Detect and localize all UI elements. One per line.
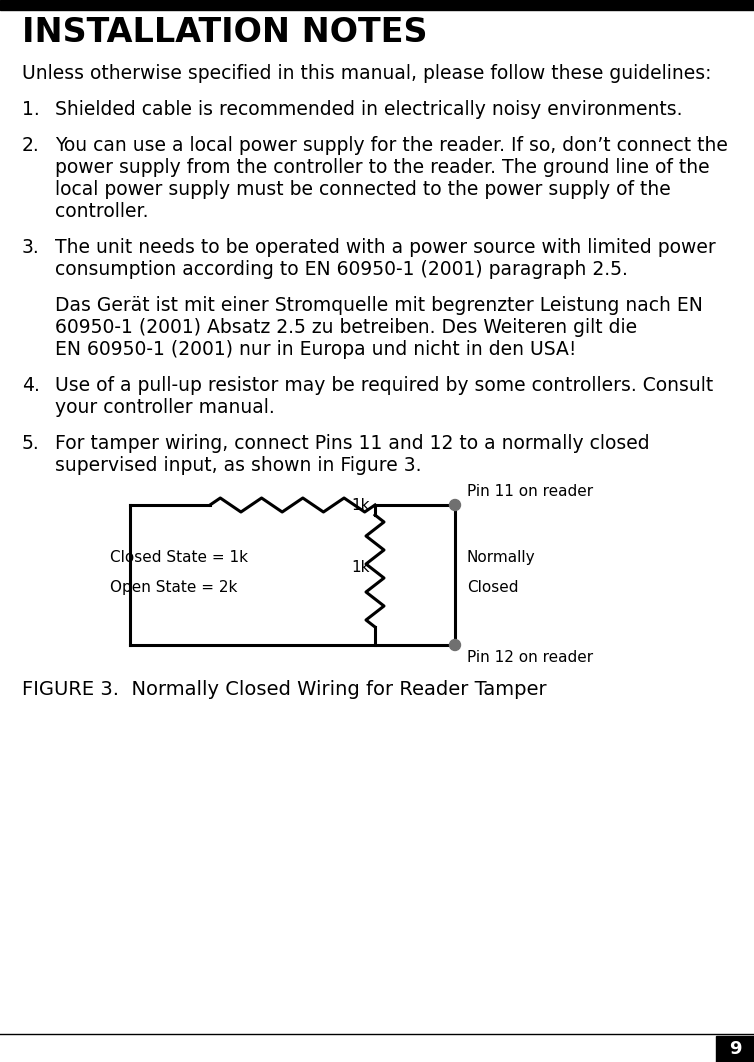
Text: Das Gerät ist mit einer Stromquelle mit begrenzter Leistung nach EN: Das Gerät ist mit einer Stromquelle mit … bbox=[55, 296, 703, 315]
Text: your controller manual.: your controller manual. bbox=[55, 398, 274, 417]
Text: supervised input, as shown in Figure 3.: supervised input, as shown in Figure 3. bbox=[55, 456, 421, 475]
Text: power supply from the controller to the reader. The ground line of the: power supply from the controller to the … bbox=[55, 158, 710, 177]
Text: Closed: Closed bbox=[467, 580, 519, 595]
Text: 1k: 1k bbox=[351, 560, 370, 575]
Text: Pin 11 on reader: Pin 11 on reader bbox=[467, 484, 593, 499]
Text: Unless otherwise specified in this manual, please follow these guidelines:: Unless otherwise specified in this manua… bbox=[22, 64, 712, 83]
Text: Pin 12 on reader: Pin 12 on reader bbox=[467, 650, 593, 665]
Text: 5.: 5. bbox=[22, 434, 40, 453]
Text: consumption according to EN 60950-1 (2001) paragraph 2.5.: consumption according to EN 60950-1 (200… bbox=[55, 260, 628, 279]
Text: FIGURE 3.  Normally Closed Wiring for Reader Tamper: FIGURE 3. Normally Closed Wiring for Rea… bbox=[22, 680, 547, 699]
Text: 2.: 2. bbox=[22, 136, 40, 155]
Bar bbox=[0, 0, 754, 10]
Text: Open State = 2k: Open State = 2k bbox=[110, 580, 238, 595]
Text: 9: 9 bbox=[729, 1040, 741, 1058]
Text: controller.: controller. bbox=[55, 202, 149, 221]
Text: 1k: 1k bbox=[351, 498, 370, 513]
Text: You can use a local power supply for the reader. If so, don’t connect the: You can use a local power supply for the… bbox=[55, 136, 728, 155]
Circle shape bbox=[449, 639, 461, 651]
Text: Closed State = 1k: Closed State = 1k bbox=[110, 550, 248, 565]
Text: 3.: 3. bbox=[22, 238, 40, 257]
Text: Normally: Normally bbox=[467, 550, 535, 565]
Text: local power supply must be connected to the power supply of the: local power supply must be connected to … bbox=[55, 179, 671, 199]
Text: Use of a pull-up resistor may be required by some controllers. Consult: Use of a pull-up resistor may be require… bbox=[55, 376, 713, 395]
Text: Shielded cable is recommended in electrically noisy environments.: Shielded cable is recommended in electri… bbox=[55, 100, 682, 119]
Text: EN 60950-1 (2001) nur in Europa und nicht in den USA!: EN 60950-1 (2001) nur in Europa und nich… bbox=[55, 340, 577, 359]
Text: INSTALLATION NOTES: INSTALLATION NOTES bbox=[22, 16, 428, 49]
Text: For tamper wiring, connect Pins 11 and 12 to a normally closed: For tamper wiring, connect Pins 11 and 1… bbox=[55, 434, 650, 453]
Circle shape bbox=[449, 499, 461, 511]
Bar bbox=[716, 1037, 754, 1062]
Text: 1.: 1. bbox=[22, 100, 40, 119]
Text: 4.: 4. bbox=[22, 376, 40, 395]
Text: The unit needs to be operated with a power source with limited power: The unit needs to be operated with a pow… bbox=[55, 238, 716, 257]
Text: 60950-1 (2001) Absatz 2.5 zu betreiben. Des Weiteren gilt die: 60950-1 (2001) Absatz 2.5 zu betreiben. … bbox=[55, 318, 637, 337]
